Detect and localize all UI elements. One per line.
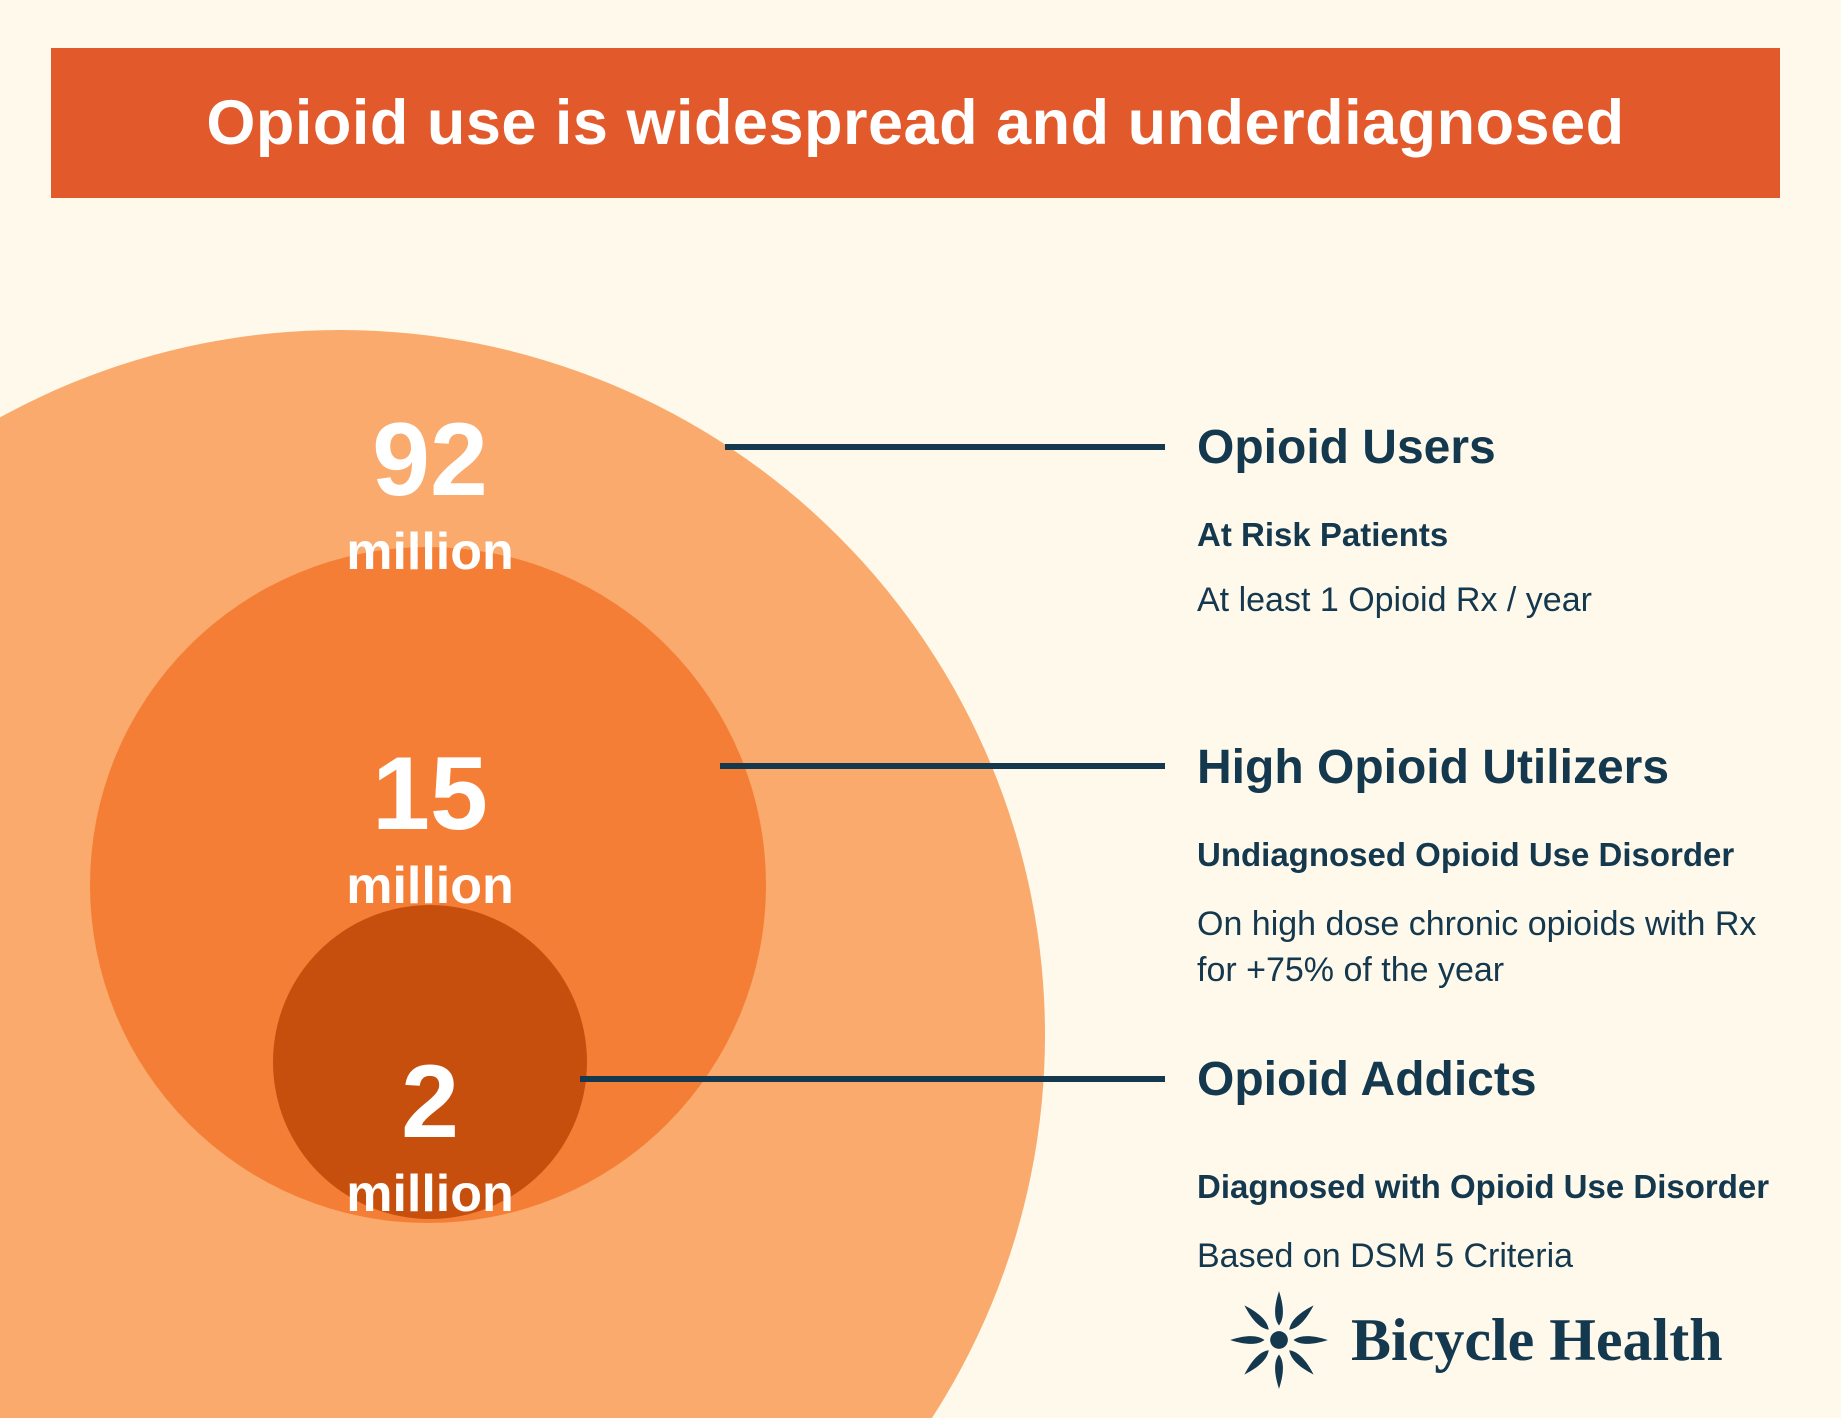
label-subheading-opioid-addicts: Diagnosed with Opioid Use Disorder — [1197, 1168, 1770, 1205]
middle-circle-value-block: 15 million — [180, 742, 680, 912]
label-body-opioid-users: At least 1 Opioid Rx / year — [1197, 581, 1592, 619]
label-heading-high-opioid-utilizers: High Opioid Utilizers — [1197, 741, 1670, 794]
inner-circle-value: 2 — [401, 1044, 459, 1160]
label-heading-opioid-users: Opioid Users — [1197, 421, 1496, 474]
label-subheading-opioid-users: At Risk Patients — [1197, 516, 1449, 553]
label-heading-opioid-addicts: Opioid Addicts — [1197, 1053, 1537, 1106]
brand-logo: Bicycle Health — [1227, 1288, 1723, 1392]
connector-line-opioid-addicts — [580, 1076, 1165, 1082]
label-body-opioid-addicts: Based on DSM 5 Criteria — [1197, 1237, 1574, 1275]
inner-circle-opioid-addicts — [273, 905, 587, 1219]
label-block-high-opioid-utilizers: High Opioid Utilizers Undiagnosed Opioid… — [1197, 740, 1817, 993]
outer-circle-value-block: 92 million — [180, 408, 680, 578]
title-banner: Opioid use is widespread and underdiagno… — [51, 48, 1780, 198]
inner-circle-unit: million — [346, 1165, 514, 1223]
connector-line-high-opioid-utilizers — [720, 763, 1165, 769]
label-subheading-high-opioid-utilizers: Undiagnosed Opioid Use Disorder — [1197, 836, 1735, 873]
starburst-icon — [1230, 1291, 1328, 1389]
page-title: Opioid use is widespread and underdiagno… — [206, 88, 1625, 158]
brand-name: Bicycle Health — [1351, 1306, 1723, 1373]
label-body-high-opioid-utilizers: On high dose chronic opioids with Rx for… — [1197, 905, 1757, 989]
outer-circle-unit: million — [346, 523, 514, 581]
inner-circle-value-block: 2 million — [180, 1050, 680, 1220]
outer-circle-value: 92 — [372, 402, 488, 518]
middle-circle-value: 15 — [372, 736, 488, 852]
connector-line-opioid-users — [725, 444, 1165, 450]
label-block-opioid-addicts: Opioid Addicts Diagnosed with Opioid Use… — [1197, 1052, 1817, 1279]
label-block-opioid-users: Opioid Users At Risk Patients At least 1… — [1197, 420, 1817, 623]
middle-circle-unit: million — [346, 857, 514, 915]
